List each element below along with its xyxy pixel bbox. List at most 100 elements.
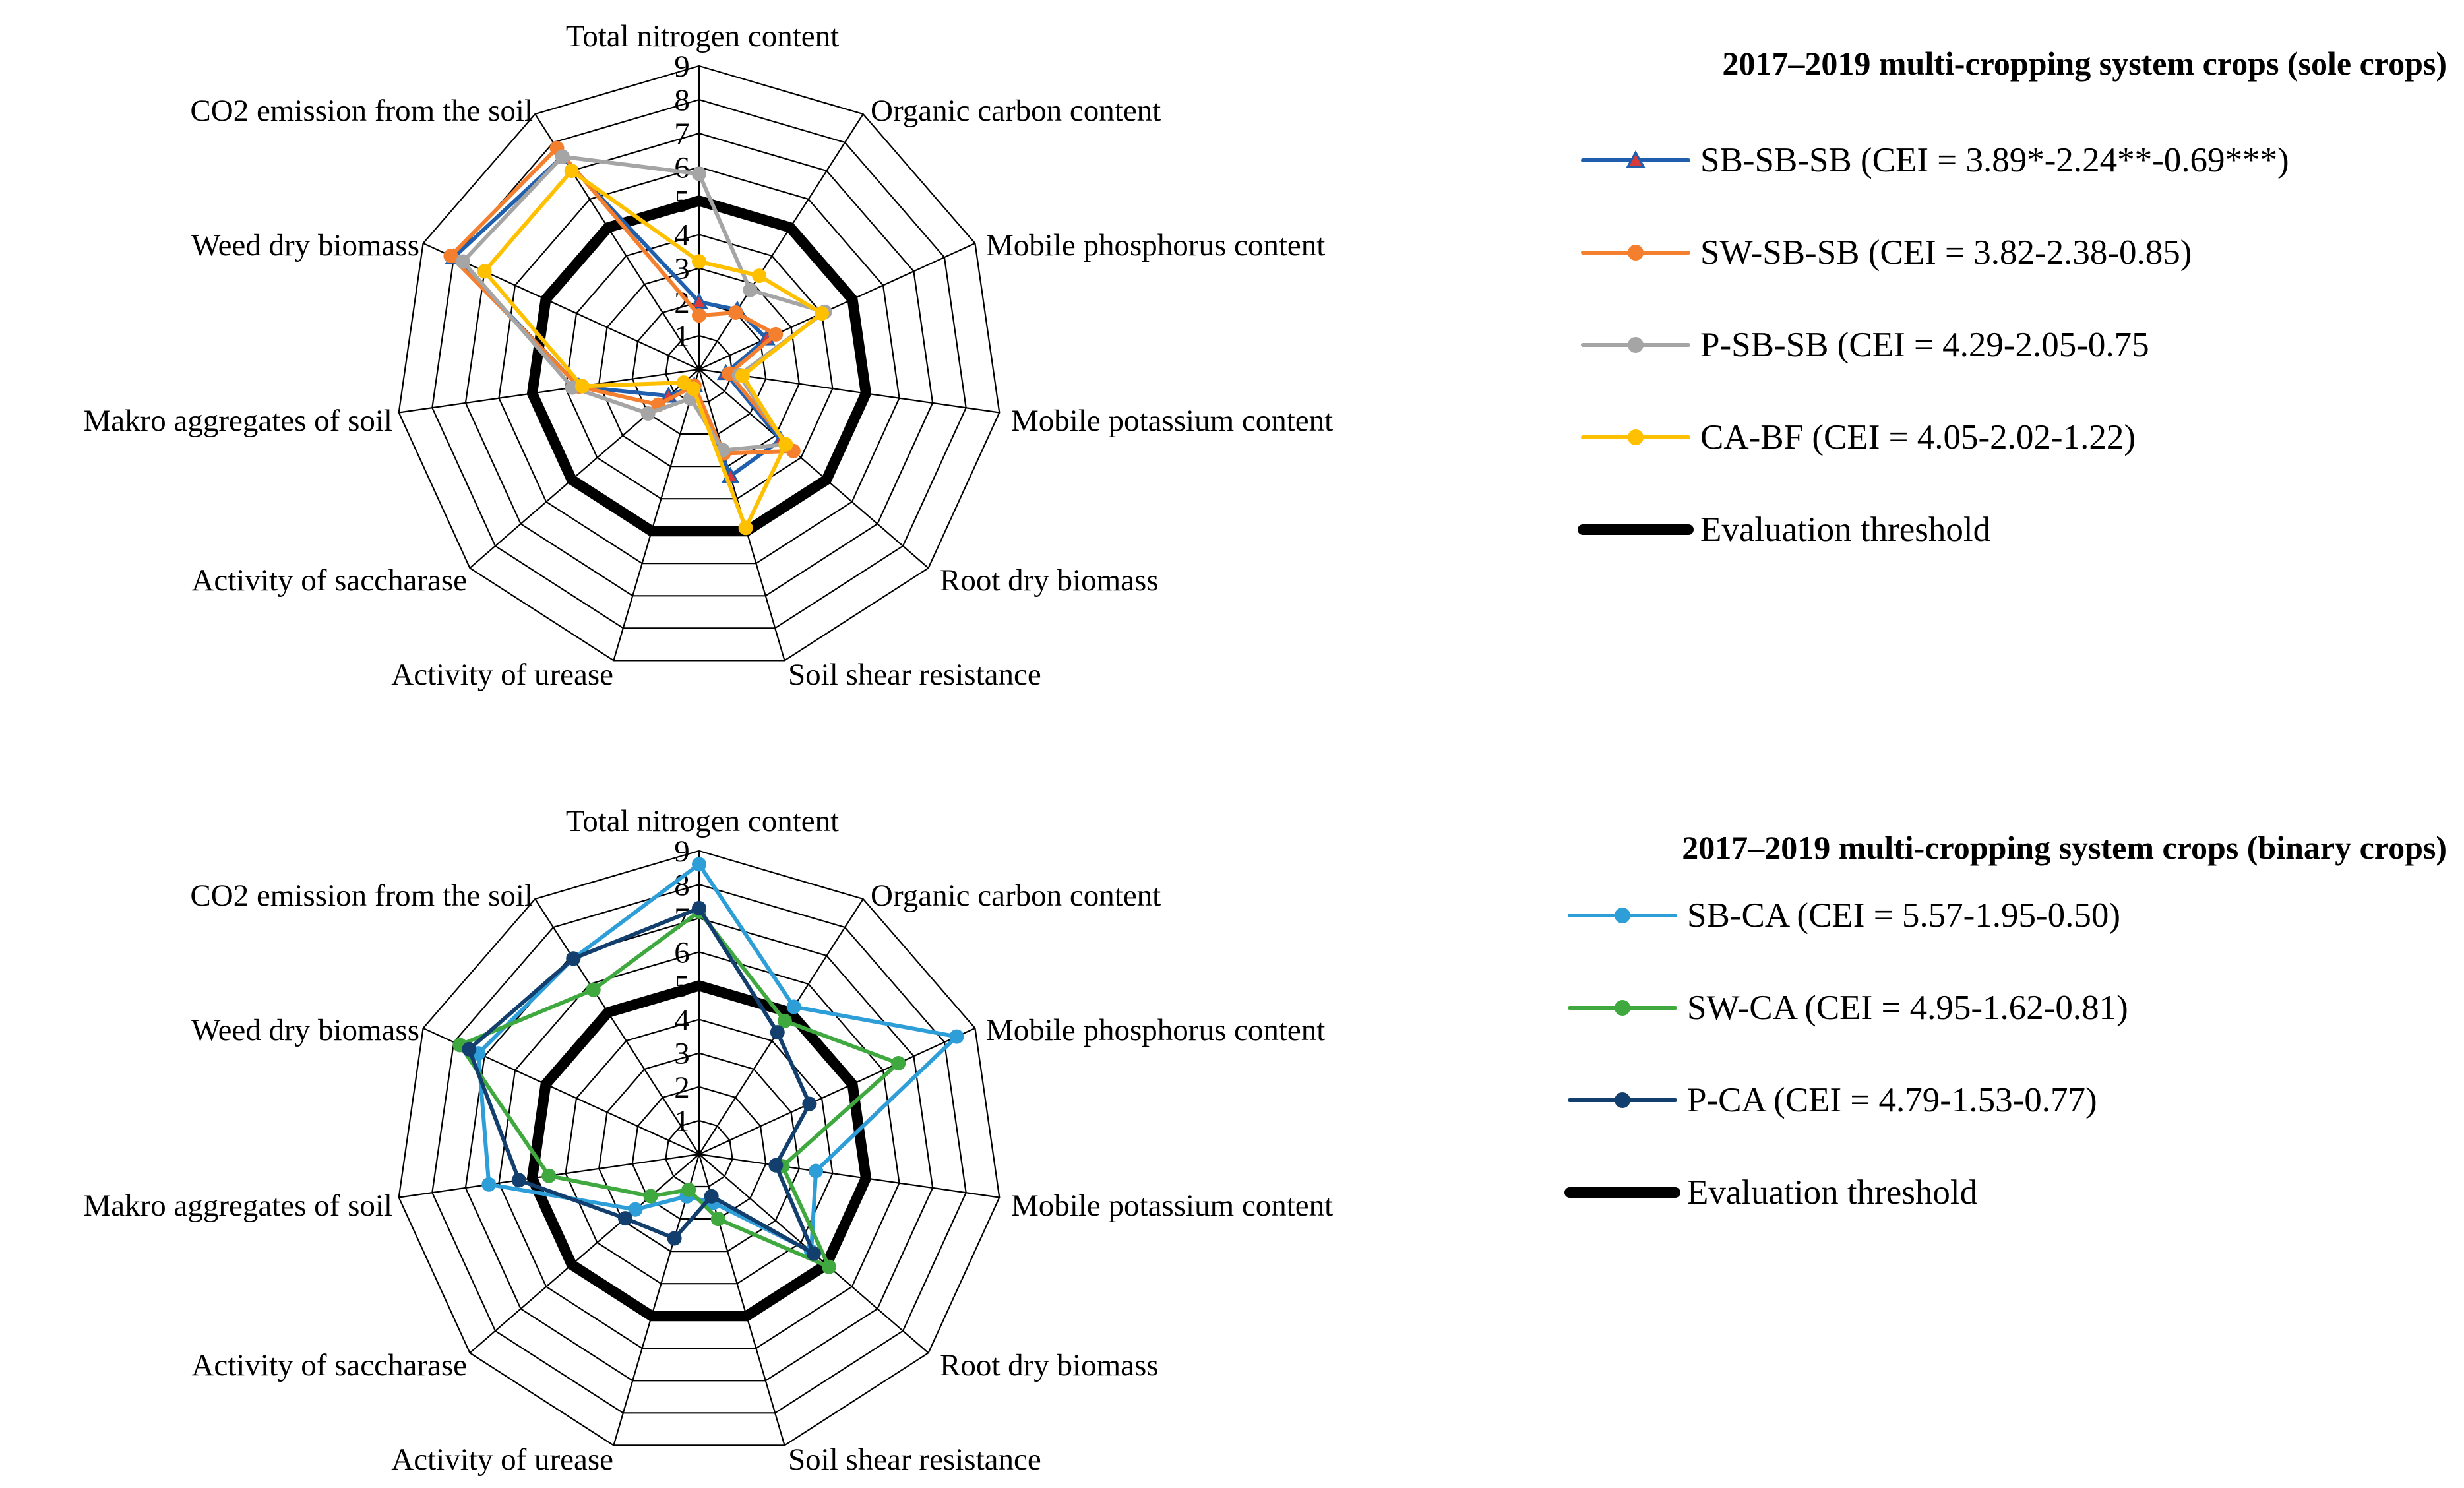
data-point-makro-aggregates-of-soil — [541, 1168, 557, 1183]
grid-ring-8 — [431, 883, 967, 1414]
data-point-organic-carbon-content — [777, 1013, 792, 1028]
data-point-total-nitrogen-content — [692, 254, 706, 269]
axis-label-activity-of-urease: Activity of urease — [391, 1442, 613, 1477]
data-point-weed-dry-biomass — [443, 249, 458, 263]
data-point-mobile-potassium-content — [809, 1163, 824, 1179]
data-point-organic-carbon-content — [752, 268, 767, 284]
tick-label: 4 — [674, 218, 690, 253]
grid-ring-3 — [598, 1052, 800, 1253]
legend-label: SB-SB-SB (CEI = 3.89*-2.24**-0.69***) — [1700, 141, 2289, 179]
data-point-organic-carbon-content — [728, 305, 743, 320]
legend-title: 2017–2019 multi-cropping system crops (b… — [1682, 829, 2447, 866]
data-point-activity-of-urease — [667, 1231, 682, 1246]
data-point-mobile-phosphorus-content — [815, 306, 829, 321]
tick-label: 2 — [674, 286, 690, 320]
data-point-activity-of-saccharase — [618, 1211, 632, 1226]
spoke-organic-carbon-content — [698, 113, 864, 370]
legend-item-p-sb-sb-cei-4-29-2-05-0-75: P-SB-SB (CEI = 4.29-2.05-0.75 — [1581, 326, 2149, 364]
axis-label-mobile-phosphorus-content: Mobile phosphorus content — [986, 228, 1325, 263]
tick-label: 6 — [674, 935, 690, 970]
data-point-organic-carbon-content — [770, 1025, 785, 1040]
series-line — [467, 906, 816, 1256]
grid-ring-4 — [565, 233, 834, 500]
axis-label-organic-carbon-content: Organic carbon content — [871, 94, 1161, 128]
axis-label-total-nitrogen-content: Total nitrogen content — [566, 804, 839, 838]
grid-ring-3 — [598, 267, 800, 468]
data-point-soil-shear-resistance — [710, 1212, 725, 1227]
legend-label: SB-CA (CEI = 5.57-1.95-0.50) — [1687, 896, 2120, 935]
axis-label-co2-emission-from-the-soil: CO2 emission from the soil — [190, 879, 533, 913]
tick-label: 8 — [674, 83, 690, 117]
axis-label-organic-carbon-content: Organic carbon content — [871, 879, 1161, 913]
tick-label: 1 — [674, 319, 690, 354]
data-point-co2-emission-from-the-soil — [555, 149, 570, 164]
spoke-mobile-phosphorus-content — [698, 242, 975, 371]
series-line — [482, 169, 824, 530]
data-point-organic-carbon-content — [743, 282, 758, 297]
axis-label-root-dry-biomass: Root dry biomass — [940, 1348, 1159, 1382]
spoke-mobile-phosphorus-content — [698, 1027, 975, 1156]
axis-label-root-dry-biomass: Root dry biomass — [940, 563, 1159, 598]
grid-ring-7 — [464, 917, 934, 1382]
data-point-mobile-phosphorus-content — [802, 1096, 817, 1111]
spoke-activity-of-saccharase — [469, 1154, 700, 1354]
axis-label-makro-aggregates-of-soil: Makro aggregates of soil — [83, 1189, 392, 1223]
legend-label: P-CA (CEI = 4.79-1.53-0.77) — [1687, 1081, 2097, 1119]
tick-label: 9 — [674, 834, 690, 869]
spoke-mobile-potassium-content — [698, 1153, 1000, 1198]
legend-item-p-ca-cei-4-79-1-53-0-77: P-CA (CEI = 4.79-1.53-0.77) — [1568, 1081, 2097, 1119]
data-point-mobile-potassium-content — [735, 368, 750, 383]
evaluation-threshold-line — [526, 980, 872, 1322]
axis-label-co2-emission-from-the-soil: CO2 emission from the soil — [190, 94, 533, 128]
tick-label: 7 — [674, 117, 690, 151]
axis-label-makro-aggregates-of-soil: Makro aggregates of soil — [83, 404, 392, 438]
data-point-weed-dry-biomass — [477, 264, 492, 279]
legend-label: P-SB-SB (CEI = 4.29-2.05-0.75 — [1700, 326, 2149, 364]
legend-title: 2017–2019 multi-cropping system crops (s… — [1722, 45, 2447, 82]
data-point-co2-emission-from-the-soil — [586, 982, 601, 997]
legend-marker — [1628, 429, 1644, 445]
data-point-activity-of-saccharase — [676, 375, 691, 390]
legend-binary-crops: 2017–2019 multi-cropping system crops (b… — [1564, 829, 2447, 1212]
legend-marker — [1626, 150, 1646, 168]
evaluation-threshold-line — [526, 195, 872, 537]
tick-label: 3 — [674, 1037, 690, 1071]
legend-label: Evaluation threshold — [1687, 1173, 1977, 1212]
axis-label-mobile-phosphorus-content: Mobile phosphorus content — [986, 1013, 1325, 1047]
series-line — [448, 146, 795, 456]
data-point-makro-aggregates-of-soil — [574, 379, 590, 394]
spoke-makro-aggregates-of-soil — [398, 368, 700, 414]
data-point-total-nitrogen-content — [692, 900, 706, 915]
data-point-makro-aggregates-of-soil — [511, 1173, 526, 1188]
legend-marker — [1615, 1092, 1630, 1108]
axis-label-mobile-potassium-content: Mobile potassium content — [1011, 1189, 1333, 1223]
data-point-co2-emission-from-the-soil — [566, 951, 581, 966]
legend-item-ca-bf-cei-4-05-2-02-1-22: CA-BF (CEI = 4.05-2.02-1.22) — [1581, 418, 2136, 456]
grid-ring-9 — [398, 850, 1001, 1446]
axis-label-total-nitrogen-content: Total nitrogen content — [566, 19, 839, 53]
data-point-root-dry-biomass — [778, 437, 793, 452]
legend-item-sw-ca-cei-4-95-1-62-0-81: SW-CA (CEI = 4.95-1.62-0.81) — [1568, 989, 2128, 1027]
tick-label: 4 — [674, 1003, 690, 1038]
data-point-total-nitrogen-content — [692, 308, 706, 323]
tick-label: 2 — [674, 1070, 690, 1105]
data-point-activity-of-urease — [681, 1182, 696, 1197]
data-point-total-nitrogen-content — [692, 857, 706, 872]
data-point-soil-shear-resistance — [704, 1189, 719, 1204]
data-point-mobile-potassium-content — [768, 1158, 784, 1173]
grid-ring-4 — [565, 1018, 834, 1285]
data-point-root-dry-biomass — [822, 1259, 836, 1274]
data-point-co2-emission-from-the-soil — [564, 164, 579, 178]
axis-label-mobile-potassium-content: Mobile potassium content — [1011, 404, 1333, 438]
data-point-mobile-phosphorus-content — [949, 1029, 964, 1044]
legend-item-sb-ca-cei-5-57-1-95-0-50: SB-CA (CEI = 5.57-1.95-0.50) — [1568, 896, 2120, 935]
axis-label-activity-of-saccharase: Activity of saccharase — [191, 1348, 467, 1382]
data-point-total-nitrogen-content — [692, 166, 706, 181]
legend-marker — [1615, 908, 1630, 923]
legend-sole-crops: 2017–2019 multi-cropping system crops (s… — [1578, 45, 2447, 549]
tick-label: 9 — [674, 49, 690, 84]
grid-ring-2 — [631, 1086, 767, 1220]
data-point-mobile-phosphorus-content — [891, 1056, 906, 1070]
